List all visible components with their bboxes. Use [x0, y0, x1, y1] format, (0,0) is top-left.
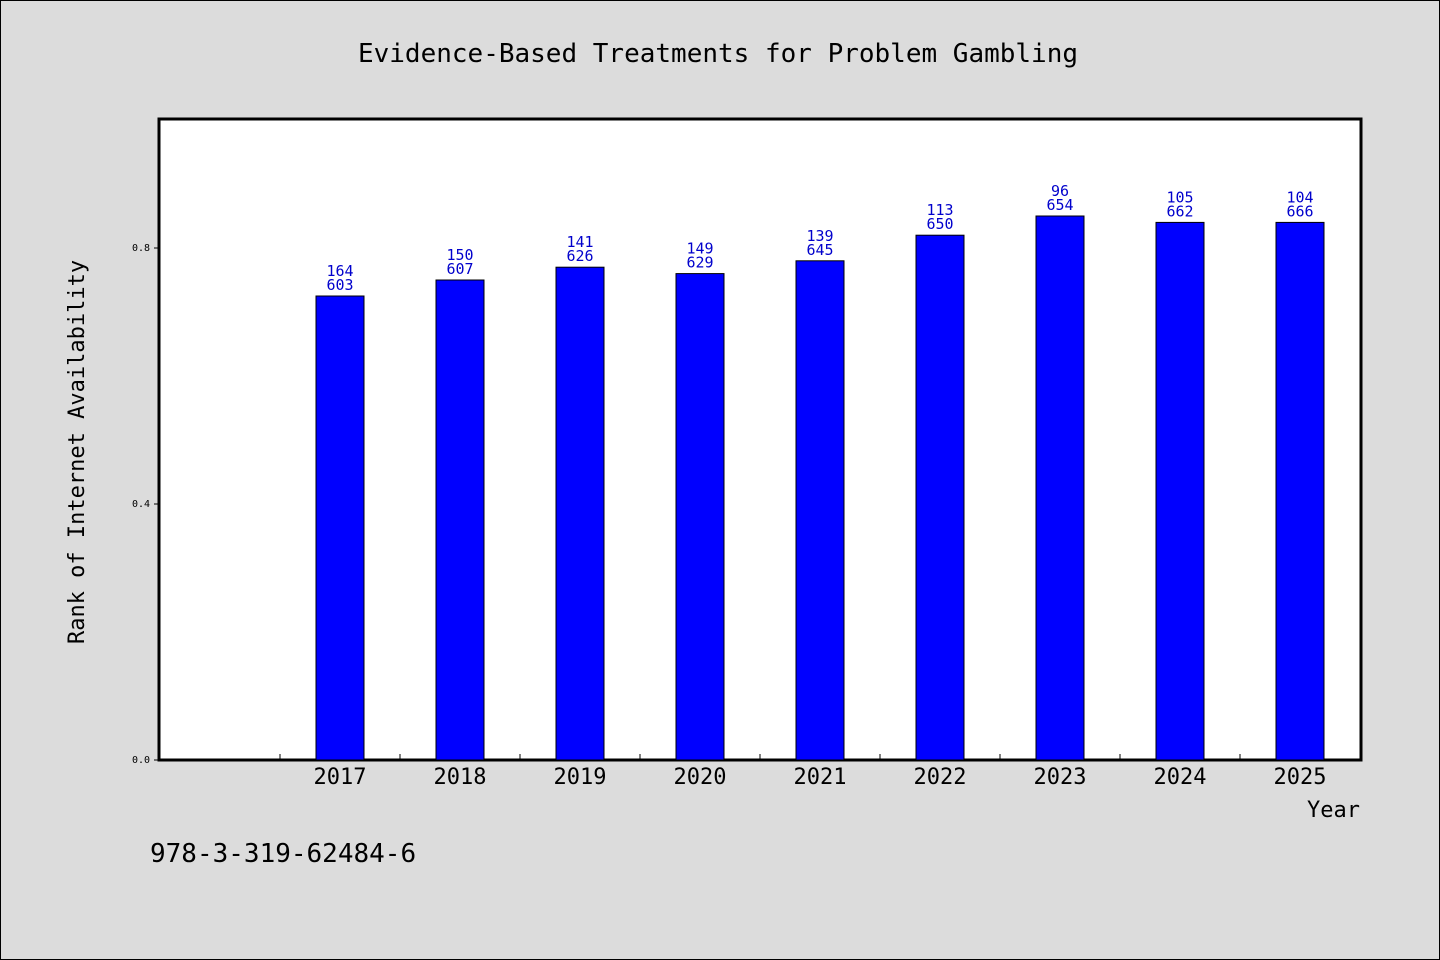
- bar-label-bottom: 607: [446, 260, 473, 278]
- y-axis: 0.0 0.4 0.8: [132, 243, 160, 766]
- y-tick-label: 0.8: [132, 243, 150, 254]
- bar-label-bottom: 666: [1286, 202, 1313, 220]
- bar-2017: [315, 295, 365, 761]
- bar-label-bottom: 645: [806, 241, 833, 259]
- bar-label-bottom: 603: [326, 276, 353, 294]
- isbn-text: 978-3-319-62484-6: [150, 839, 416, 869]
- bar-2022: [915, 234, 965, 761]
- bar-2023: [1035, 215, 1085, 761]
- y-axis-label: Rank of Internet Availability: [65, 260, 90, 644]
- bar-label-top: 96: [1051, 182, 1069, 200]
- bar-label-bottom: 662: [1166, 202, 1193, 220]
- x-tick-label: 2024: [1154, 765, 1207, 790]
- bar-label-bottom: 654: [1046, 196, 1073, 214]
- bar-label-top: 139: [806, 227, 833, 245]
- x-tick-label: 2019: [554, 765, 607, 790]
- y-tick-label: 0.4: [132, 499, 150, 510]
- bar-label-bottom: 650: [926, 215, 953, 233]
- bar-label-top: 149: [686, 240, 713, 258]
- bar-label-top: 164: [326, 262, 353, 280]
- bar-2024: [1155, 221, 1205, 761]
- x-tick-label: 2025: [1274, 765, 1327, 790]
- bar-2018: [435, 279, 485, 761]
- chart-title: Evidence-Based Treatments for Problem Ga…: [358, 39, 1078, 69]
- bar-2019: [555, 266, 605, 761]
- bars-group: [315, 215, 1325, 761]
- x-tick-label: 2022: [914, 765, 967, 790]
- x-tick-label: 2020: [674, 765, 727, 790]
- bar-2021: [795, 260, 845, 761]
- bar-label-bottom: 626: [566, 247, 593, 265]
- x-tick-label: 2021: [794, 765, 847, 790]
- bar-2025: [1275, 221, 1325, 761]
- bar-label-top: 150: [446, 246, 473, 264]
- bar-label-bottom: 629: [686, 254, 713, 272]
- bar-label-top: 141: [566, 233, 593, 251]
- x-tick-label: 2023: [1034, 765, 1087, 790]
- x-tick-label: 2018: [434, 765, 487, 790]
- bar-label-top: 113: [926, 201, 953, 219]
- bar-2020: [675, 273, 725, 761]
- y-tick-label: 0.0: [132, 755, 150, 766]
- x-tick-label: 2017: [314, 765, 367, 790]
- x-axis: 2017 2018 2019 2020 2021 2022 2023 2024 2025: [279, 754, 1327, 790]
- x-axis-label: Year: [1307, 798, 1360, 823]
- bar-label-top: 105: [1166, 188, 1193, 206]
- bar-label-top: 104: [1286, 188, 1313, 206]
